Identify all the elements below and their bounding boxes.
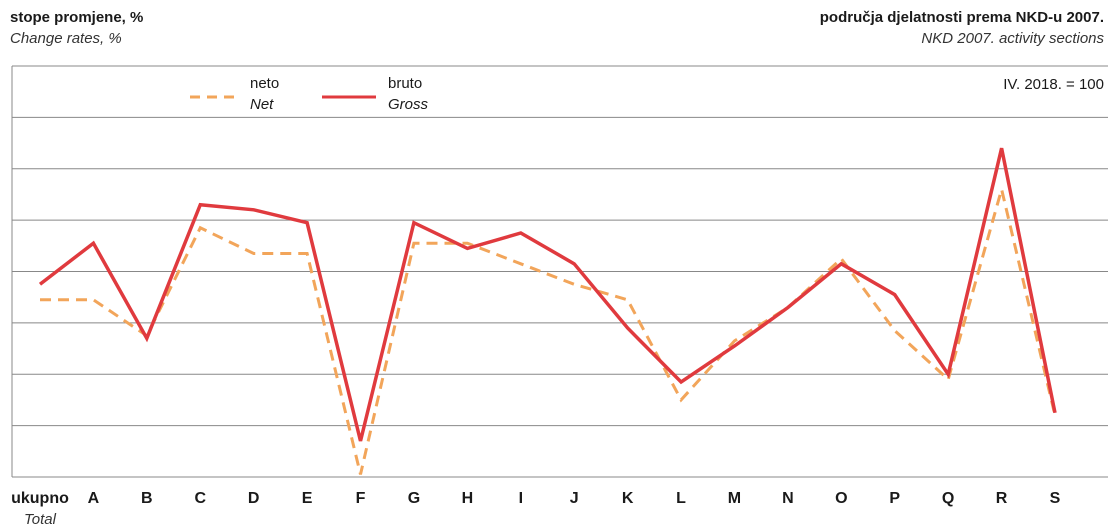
x-axis-labels: ukupno Total A B C D E F G H I J K L M N O P Q R S <box>11 490 1061 528</box>
x-tick-label: N <box>782 490 794 507</box>
x-tick-label: K <box>622 490 634 507</box>
y-axis-title: stope promjene, % <box>10 9 144 26</box>
x-axis-title: područja djelatnosti prema NKD-u 2007. <box>819 9 1104 26</box>
x-tick-label: M <box>728 490 741 507</box>
y-axis-title-en: Change rates, % <box>10 30 122 47</box>
x-tick-label: S <box>1050 490 1061 507</box>
x-tick-label: C <box>194 490 206 507</box>
x-tick-label: A <box>88 490 100 507</box>
x-tick-label: I <box>519 490 523 507</box>
series-line-net <box>40 183 1057 475</box>
grid <box>11 65 1108 478</box>
legend-net-label: neto <box>250 75 279 92</box>
x-tick-label: G <box>408 490 420 507</box>
legend-net-label-en: Net <box>250 96 274 113</box>
x-tick-label: B <box>141 490 153 507</box>
x-tick-label: H <box>462 490 474 507</box>
x-tick-label: F <box>356 490 366 507</box>
x-tick-label: R <box>996 490 1008 507</box>
x-tick-label: O <box>835 490 847 507</box>
x-tick-label: D <box>248 490 260 507</box>
x-tick-label: J <box>570 490 579 507</box>
x-tick-label: P <box>889 490 900 507</box>
series <box>38 147 1057 475</box>
base-index-note: IV. 2018. = 100 <box>1003 76 1104 93</box>
legend: neto Net bruto Gross <box>190 75 429 113</box>
legend-gross-label-en: Gross <box>388 96 429 113</box>
x-axis-title-en: NKD 2007. activity sections <box>921 30 1104 47</box>
legend-gross-label: bruto <box>388 75 422 92</box>
x-tick-sublabel: Total <box>24 511 57 528</box>
x-tick-label: ukupno <box>11 490 69 507</box>
x-tick-label: L <box>676 490 686 507</box>
series-line-gross <box>38 147 1057 442</box>
x-tick-label: Q <box>942 490 954 507</box>
x-tick-label: E <box>302 490 313 507</box>
